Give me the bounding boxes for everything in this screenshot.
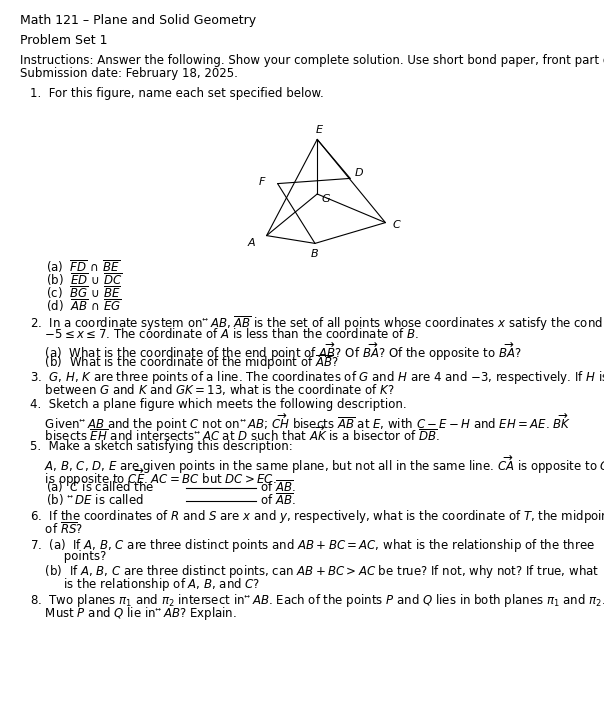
Text: E: E xyxy=(316,125,323,135)
Text: is the relationship of $A$, $B$, and $C$?: is the relationship of $A$, $B$, and $C$… xyxy=(30,576,260,593)
Text: of $\overline{RS}$?: of $\overline{RS}$? xyxy=(30,521,83,537)
Text: (b)  $\overleftrightarrow{DE}$ is called: (b) $\overleftrightarrow{DE}$ is called xyxy=(46,492,144,507)
Text: B: B xyxy=(311,248,319,258)
Text: (b)  $\overline{ED}\,\cup\,\overline{DC}$: (b) $\overline{ED}\,\cup\,\overline{DC}$ xyxy=(46,271,123,288)
Text: F: F xyxy=(259,177,265,187)
Text: 1.  For this figure, name each set specified below.: 1. For this figure, name each set specif… xyxy=(30,87,324,100)
Text: 4.  Sketch a plane figure which meets the following description.: 4. Sketch a plane figure which meets the… xyxy=(30,398,406,411)
Text: $A$, $B$, $C$, $D$, $E$ are given points in the same plane, but not all in the s: $A$, $B$, $C$, $D$, $E$ are given points… xyxy=(30,453,604,476)
Text: 3.  $G$, $H$, $K$ are three points of a line. The coordinates of $G$ and $H$ are: 3. $G$, $H$, $K$ are three points of a l… xyxy=(30,369,604,386)
Text: A: A xyxy=(248,238,255,248)
Text: (a)  $\overline{FD}\,\cap\,\overline{BE}$: (a) $\overline{FD}\,\cap\,\overline{BE}$ xyxy=(46,258,120,275)
Text: is opposite to $\overrightarrow{CE}$. $AC = BC$ but $DC > EC$.: is opposite to $\overrightarrow{CE}$. $A… xyxy=(30,466,277,488)
Text: of $\overline{AB}$.: of $\overline{AB}$. xyxy=(260,479,296,495)
Text: points?: points? xyxy=(30,550,106,563)
Text: G: G xyxy=(322,194,330,204)
Text: bisects $\overline{EH}$ and intersects $\overleftrightarrow{AC}$ at $D$ such tha: bisects $\overline{EH}$ and intersects $… xyxy=(30,424,440,443)
Text: Instructions: Answer the following. Show your complete solution. Use short bond : Instructions: Answer the following. Show… xyxy=(20,54,604,67)
Text: $-5 \leq x \leq 7$. The coordinate of $A$ is less than the coordinate of $B$.: $-5 \leq x \leq 7$. The coordinate of $A… xyxy=(30,327,419,341)
Text: D: D xyxy=(355,169,364,178)
Text: (a)  What is the coordinate of the end point of $\overrightarrow{AB}$? Of $\over: (a) What is the coordinate of the end po… xyxy=(30,340,521,363)
Text: 6.  If the coordinates of $R$ and $S$ are $x$ and $y$, respectively, what is the: 6. If the coordinates of $R$ and $S$ are… xyxy=(30,508,604,525)
Text: 5.  Make a sketch satisfying this description:: 5. Make a sketch satisfying this descrip… xyxy=(30,440,293,453)
Text: of $\overline{AB}$.: of $\overline{AB}$. xyxy=(260,492,296,508)
Text: (b)  If $A$, $B$, $C$ are three distinct points, can $AB + BC > AC$ be true? If : (b) If $A$, $B$, $C$ are three distinct … xyxy=(30,563,599,580)
Text: C: C xyxy=(393,220,400,230)
Text: Math 121 – Plane and Solid Geometry: Math 121 – Plane and Solid Geometry xyxy=(20,14,256,27)
Text: (d)  $\overline{AB}\,\cap\,\overline{EG}$: (d) $\overline{AB}\,\cap\,\overline{EG}$ xyxy=(46,297,122,314)
Text: Problem Set 1: Problem Set 1 xyxy=(20,34,108,47)
Text: Submission date: February 18, 2025.: Submission date: February 18, 2025. xyxy=(20,67,238,80)
Text: (a)  $C$ is called the: (a) $C$ is called the xyxy=(46,479,154,494)
Text: 8.  Two planes $\pi_1$ and $\pi_2$ intersect in $\overleftrightarrow{AB}$. Each : 8. Two planes $\pi_1$ and $\pi_2$ inters… xyxy=(30,592,604,609)
Text: (c)  $\overline{BG}\,\cup\,\overline{BE}$: (c) $\overline{BG}\,\cup\,\overline{BE}$ xyxy=(46,284,121,301)
Text: Must $P$ and $Q$ lie in $\overleftrightarrow{AB}$? Explain.: Must $P$ and $Q$ lie in $\overleftrighta… xyxy=(30,605,237,622)
Text: Given $\overleftrightarrow{AB}$ and the point $C$ not on $\overleftrightarrow{AB: Given $\overleftrightarrow{AB}$ and the … xyxy=(30,411,571,433)
Text: (b)  What is the coordinate of the midpoint of $\overline{AB}$?: (b) What is the coordinate of the midpoi… xyxy=(30,353,339,372)
Text: between $G$ and $K$ and $GK = 13$, what is the coordinate of $K$?: between $G$ and $K$ and $GK = 13$, what … xyxy=(30,382,394,397)
Text: 2.  In a coordinate system on $\overleftrightarrow{AB}$, $\overline{AB}$ is the : 2. In a coordinate system on $\overleftr… xyxy=(30,314,604,333)
Text: 7.  (a)  If $A$, $B$, $C$ are three distinct points and $AB + BC = AC$, what is : 7. (a) If $A$, $B$, $C$ are three distin… xyxy=(30,537,595,554)
